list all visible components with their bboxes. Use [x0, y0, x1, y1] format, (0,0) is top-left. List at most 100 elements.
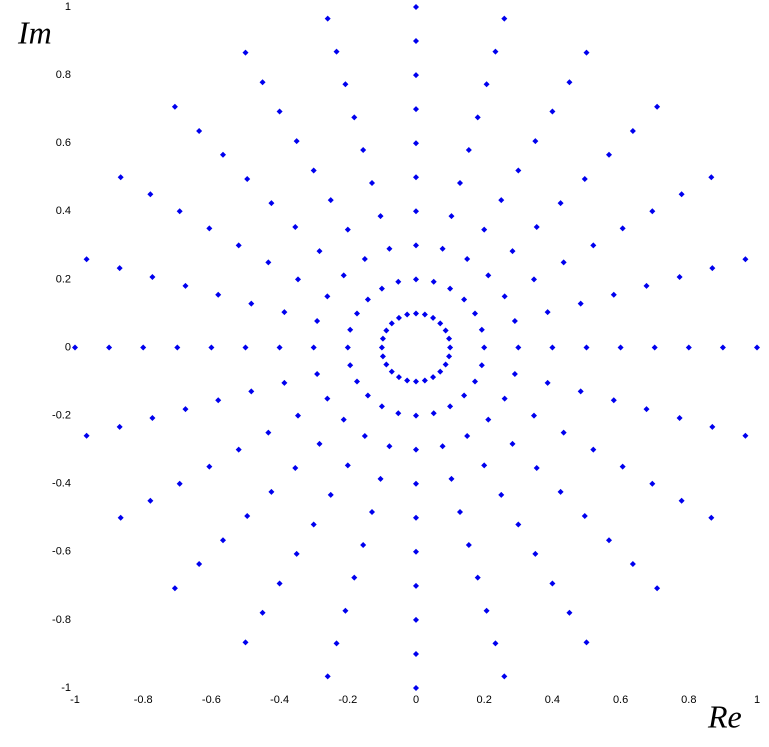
point	[581, 175, 588, 182]
point	[474, 114, 481, 121]
point	[501, 15, 508, 22]
point	[316, 248, 323, 255]
point	[708, 174, 715, 181]
point	[474, 574, 481, 581]
point	[533, 465, 540, 472]
point	[182, 282, 189, 289]
point	[678, 191, 685, 198]
point	[456, 508, 463, 515]
point	[515, 167, 522, 174]
point	[342, 81, 349, 88]
y-tick-label: 0.8	[56, 69, 71, 81]
point	[327, 491, 334, 498]
point	[314, 317, 321, 324]
point	[532, 550, 539, 557]
point	[421, 377, 428, 384]
point	[327, 197, 334, 204]
point	[549, 580, 556, 587]
point	[242, 49, 249, 56]
point	[649, 480, 656, 487]
point	[754, 344, 760, 351]
point	[709, 423, 716, 430]
point	[364, 392, 371, 399]
x-tick-label: -1	[70, 694, 80, 706]
point	[413, 140, 419, 147]
point	[383, 327, 390, 334]
point	[379, 335, 386, 342]
point	[651, 344, 658, 351]
point	[461, 296, 468, 303]
point	[235, 242, 242, 249]
y-tick-label: 0.4	[56, 205, 71, 217]
point	[174, 344, 181, 351]
point	[560, 259, 567, 266]
y-tick-label: -1	[61, 682, 71, 694]
point	[544, 379, 551, 386]
x-axis-title: Re	[707, 698, 742, 734]
point	[259, 609, 266, 616]
point	[742, 432, 749, 439]
point	[532, 138, 539, 145]
x-tick-label: 1	[754, 694, 760, 706]
point	[498, 197, 505, 204]
point	[413, 616, 419, 623]
point	[430, 278, 437, 285]
point	[413, 650, 419, 657]
point	[364, 296, 371, 303]
point	[421, 311, 428, 318]
point	[347, 326, 354, 333]
point	[295, 412, 302, 419]
point	[430, 410, 437, 417]
point	[413, 38, 419, 45]
point	[265, 429, 272, 436]
point	[549, 108, 556, 115]
point	[324, 673, 331, 680]
point	[354, 310, 361, 317]
point	[676, 274, 683, 281]
point	[485, 416, 492, 423]
point	[719, 344, 726, 351]
point	[676, 414, 683, 421]
point	[437, 368, 444, 375]
point	[464, 433, 471, 440]
point	[478, 362, 485, 369]
point	[413, 4, 419, 10]
point	[446, 353, 453, 360]
point	[176, 480, 183, 487]
point	[333, 640, 340, 647]
point	[242, 639, 249, 646]
point	[149, 414, 156, 421]
point	[176, 208, 183, 215]
point	[530, 412, 537, 419]
point	[465, 147, 472, 154]
point	[388, 368, 395, 375]
point	[404, 311, 411, 318]
point	[515, 344, 522, 351]
point	[248, 388, 255, 395]
point	[590, 446, 597, 453]
point	[72, 344, 78, 351]
point	[606, 151, 613, 158]
point	[404, 377, 411, 384]
point	[316, 440, 323, 447]
point	[196, 561, 203, 568]
y-tick-label: 0.2	[56, 273, 71, 285]
point	[314, 371, 321, 378]
point	[140, 344, 147, 351]
point	[619, 463, 626, 470]
point	[583, 639, 590, 646]
point	[456, 180, 463, 187]
point	[369, 508, 376, 515]
point	[610, 291, 617, 298]
point	[386, 443, 393, 450]
point	[530, 276, 537, 283]
point	[344, 226, 351, 233]
point	[378, 403, 385, 410]
point	[557, 488, 564, 495]
point	[149, 274, 156, 281]
point	[116, 423, 123, 430]
point	[377, 213, 384, 220]
point	[619, 225, 626, 232]
point	[511, 371, 518, 378]
